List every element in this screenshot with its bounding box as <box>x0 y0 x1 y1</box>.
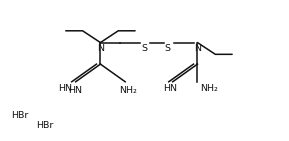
Text: NH₂: NH₂ <box>201 84 218 93</box>
Text: HN: HN <box>58 84 72 93</box>
Text: HBr: HBr <box>11 111 29 120</box>
Text: S: S <box>165 44 171 53</box>
Text: S: S <box>141 44 147 53</box>
Text: HN: HN <box>163 84 177 93</box>
Text: HBr: HBr <box>36 121 53 130</box>
Text: NH₂: NH₂ <box>119 86 137 95</box>
Text: HN: HN <box>68 86 82 95</box>
Text: N: N <box>97 44 104 53</box>
Text: N: N <box>194 44 201 53</box>
